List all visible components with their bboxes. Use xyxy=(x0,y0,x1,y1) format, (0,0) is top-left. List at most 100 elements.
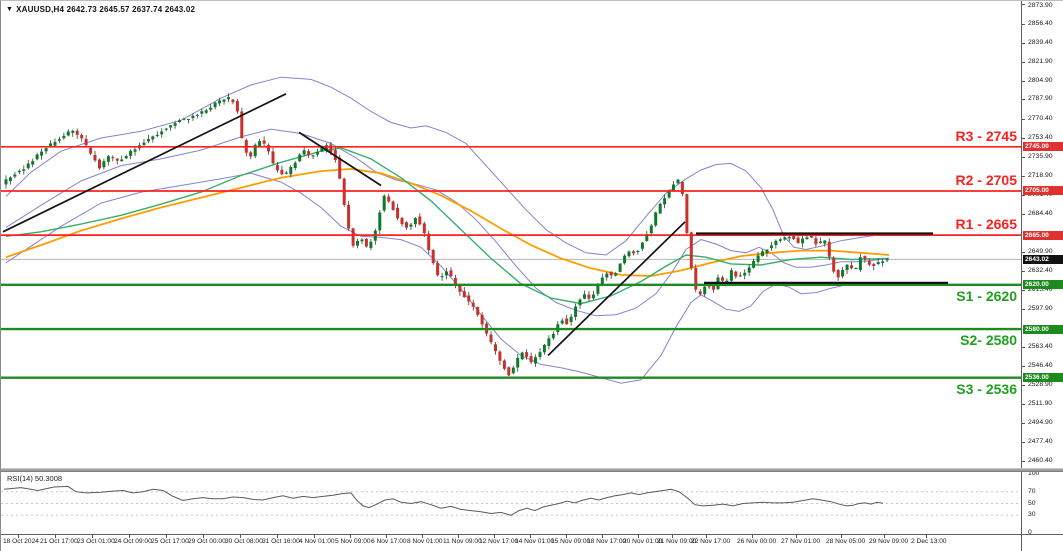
price-tick-label: 2753.40 xyxy=(1028,134,1053,141)
price-tick-label: 2821.90 xyxy=(1028,58,1053,65)
rsi-scale-label: 50 xyxy=(1028,500,1036,507)
price-tickmark xyxy=(1022,157,1025,158)
bollinger-upper-band xyxy=(5,76,890,256)
time-tickmark xyxy=(884,535,885,538)
price-tickmark xyxy=(1022,4,1025,5)
time-tickmark xyxy=(386,535,387,538)
price-tickmark xyxy=(1022,138,1025,139)
price-tick-label: 2563.40 xyxy=(1028,343,1053,350)
price-tick-label: 2735.90 xyxy=(1028,153,1053,160)
price-badge: 2536.00 xyxy=(1023,373,1063,382)
rsi-line xyxy=(3,485,884,516)
price-tickmark xyxy=(1022,423,1025,424)
rsi-indicator-label: RSI(14) 50.3008 xyxy=(7,474,63,483)
time-tickmark xyxy=(166,535,167,538)
bollinger-middle-band xyxy=(5,128,890,317)
time-axis-label: 27 Nov 01:00 xyxy=(781,538,821,545)
price-tick-label: 2649.90 xyxy=(1028,248,1053,255)
time-tickmark xyxy=(350,535,351,538)
price-tickmark xyxy=(1022,309,1025,310)
price-tickmark xyxy=(1022,62,1025,63)
time-tickmark xyxy=(494,535,495,538)
price-tick-label: 2511.90 xyxy=(1028,400,1053,407)
time-axis-label: 4 Nov 01:00 xyxy=(299,538,335,545)
panel-splitter[interactable] xyxy=(1,468,1063,472)
price-tick-label: 2787.90 xyxy=(1028,95,1053,102)
price-tick-label: 2546.40 xyxy=(1028,362,1053,369)
time-tickmark xyxy=(926,535,927,538)
price-tick-label: 2477.40 xyxy=(1028,438,1053,445)
level-label-s3: S3 - 2536 xyxy=(956,380,1017,397)
price-tick-label: 2684.40 xyxy=(1028,210,1053,217)
fast-ma-line xyxy=(5,147,890,305)
price-tickmark xyxy=(1022,119,1025,120)
time-axis-label: 6 Nov 17:00 xyxy=(371,538,407,545)
time-tickmark xyxy=(706,535,707,538)
time-tickmark xyxy=(18,535,19,538)
price-tickmark xyxy=(1022,24,1025,25)
main-chart-canvas[interactable] xyxy=(1,1,1021,468)
price-tick-label: 2615.40 xyxy=(1028,286,1053,293)
price-tick-label: 2856.40 xyxy=(1028,20,1053,27)
price-tickmark xyxy=(1022,271,1025,272)
time-axis-label: 11 Nov 09:00 xyxy=(443,538,482,545)
time-axis-label: 18 Nov 17:00 xyxy=(587,538,627,545)
symbol-header: ▼ XAUUSD,H4 2642.73 2645.57 2637.74 2643.… xyxy=(6,5,195,14)
time-tickmark xyxy=(752,535,753,538)
price-tick-label: 2804.90 xyxy=(1028,77,1053,84)
price-tick-label: 2770.40 xyxy=(1028,115,1053,122)
trendline-1[interactable] xyxy=(2,93,287,233)
price-tickmark xyxy=(1022,290,1025,291)
symbol-dropdown-icon[interactable]: ▼ xyxy=(6,6,14,13)
time-tickmark xyxy=(602,535,603,538)
time-axis-label: 24 Oct 09:00 xyxy=(114,538,152,545)
level-label-s1: S1 - 2620 xyxy=(956,287,1017,304)
rsi-indicator-canvas[interactable] xyxy=(1,471,1021,534)
time-axis-label: 28 Nov 05:00 xyxy=(826,538,866,545)
level-label-r1: R1 - 2665 xyxy=(955,216,1017,233)
slow-ma-line xyxy=(5,167,890,277)
level-label-r3: R3 - 2745 xyxy=(955,127,1017,144)
price-tick-label: 2494.90 xyxy=(1028,419,1053,426)
price-tickmark xyxy=(1022,366,1025,367)
candlesticks xyxy=(4,93,889,377)
symbol-period-label: XAUUSD,H4 xyxy=(16,5,65,14)
time-tickmark xyxy=(530,535,531,538)
price-tick-label: 2632.40 xyxy=(1028,267,1053,274)
time-tickmark xyxy=(92,535,93,538)
price-tickmark xyxy=(1022,81,1025,82)
time-tickmark xyxy=(422,535,423,538)
time-axis-label: 15 Nov 09:00 xyxy=(551,538,591,545)
time-axis-label: 31 Oct 16:00 xyxy=(262,538,300,545)
price-tickmark xyxy=(1022,176,1025,177)
price-tick-label: 2873.90 xyxy=(1028,2,1053,9)
time-tickmark xyxy=(129,535,130,538)
price-badge: 2745.00 xyxy=(1023,142,1063,151)
time-tickmark xyxy=(240,535,241,538)
time-tickmark xyxy=(672,535,673,538)
price-tick-label: 2460.40 xyxy=(1028,457,1053,464)
time-tickmark xyxy=(55,535,56,538)
bollinger-lower-band xyxy=(5,172,890,384)
trendline-2[interactable] xyxy=(298,131,382,187)
price-tickmark xyxy=(1022,404,1025,405)
trendline-3[interactable] xyxy=(547,221,686,357)
time-axis-label: 5 Nov 09:00 xyxy=(335,538,371,545)
price-badge: 2665.00 xyxy=(1023,231,1063,240)
time-tickmark xyxy=(638,535,639,538)
time-axis-label: 29 Oct 00:00 xyxy=(188,538,226,545)
time-tickmark xyxy=(314,535,315,538)
time-axis-label: 21 Nov 09:00 xyxy=(657,538,697,545)
rsi-scale-label: 100 xyxy=(1028,470,1040,477)
time-axis-label: 23 Oct 01:00 xyxy=(77,538,115,545)
price-axis[interactable]: 2873.90 2856.40 2839.40 2821.90 2804.90 2787.… xyxy=(1021,1,1063,551)
time-axis-label: 12 Nov 17:00 xyxy=(479,538,519,545)
price-badge: 2643.02 xyxy=(1023,255,1063,264)
time-axis-label: 14 Nov 01:00 xyxy=(515,538,555,545)
symbol-ohlc-values: 2642.73 2645.57 2637.74 2643.02 xyxy=(66,5,196,14)
price-badge: 2705.00 xyxy=(1023,186,1063,195)
price-tickmark xyxy=(1022,347,1025,348)
level-label-r2: R2 - 2705 xyxy=(955,171,1017,188)
price-tickmark xyxy=(1022,195,1025,196)
